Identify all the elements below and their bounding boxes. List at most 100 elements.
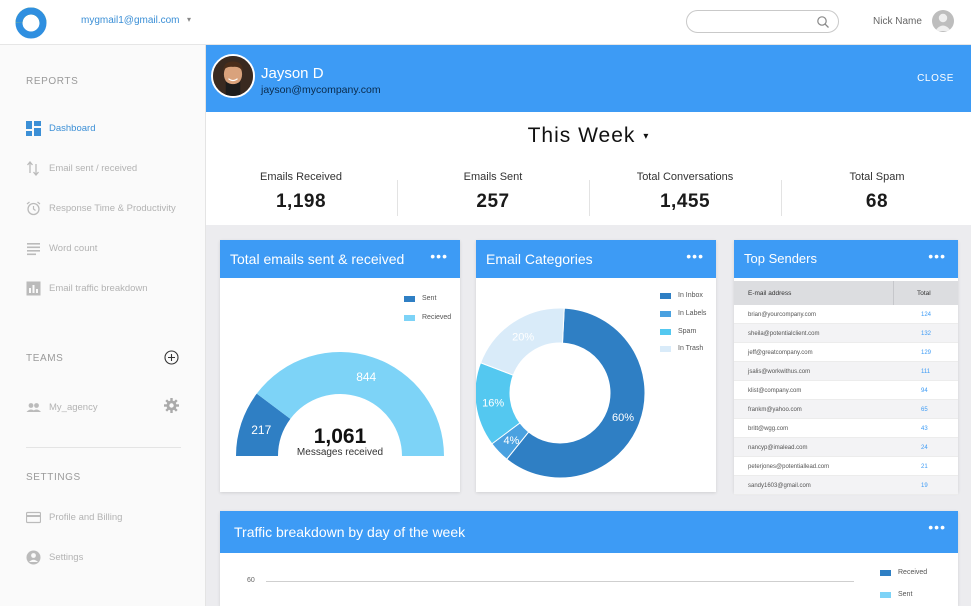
legend-swatch <box>404 314 415 321</box>
sender-email: frankm@yahoo.com <box>748 407 802 413</box>
sidebar-item-label: Email traffic breakdown <box>49 282 148 294</box>
app-logo[interactable] <box>15 7 47 39</box>
more-menu-icon[interactable]: ••• <box>686 248 704 264</box>
sidebar: REPORTS Dashboard Email sent / received … <box>0 45 206 606</box>
stat-label: Total Spam <box>849 171 905 183</box>
donut-value-label: 60% <box>612 412 634 424</box>
add-team-icon[interactable] <box>164 350 179 365</box>
column-header-email: E-mail address <box>748 290 792 297</box>
sidebar-item-email-sent-received[interactable]: Email sent / received <box>26 159 196 177</box>
legend-label: Sent <box>898 591 913 598</box>
legend-swatch <box>880 591 891 598</box>
gauge-value-label: 844 <box>356 370 376 384</box>
lines-icon <box>27 242 40 255</box>
table-row[interactable]: brian@yourcompany.com 124 <box>734 305 958 324</box>
sender-total: 19 <box>921 483 928 489</box>
sidebar-item-response-time[interactable]: Response Time & Productivity <box>26 199 196 217</box>
sidebar-item-label: Settings <box>49 551 84 563</box>
table-row[interactable]: klist@company.com 94 <box>734 381 958 400</box>
sender-email: britt@wgg.com <box>748 426 789 432</box>
table-row[interactable]: sheila@potentialclient.com 132 <box>734 324 958 343</box>
sidebar-item-team-my-agency[interactable]: My_agency <box>26 398 196 416</box>
stat-value: 1,198 <box>275 191 327 212</box>
legend-swatch <box>660 345 671 352</box>
table-row[interactable]: jsalis@workwithus.com 111 <box>734 362 958 381</box>
search-input[interactable] <box>686 10 839 33</box>
team-settings-gear-icon[interactable] <box>164 398 179 413</box>
sender-total: 111 <box>921 369 931 375</box>
top-bar: mygmail1@gmail.com ▾ Nick Name <box>0 0 971 45</box>
table-row[interactable]: jeff@greatcompany.com 129 <box>734 343 958 362</box>
gauge-segment-sent[interactable] <box>236 393 291 456</box>
sender-total: 132 <box>921 331 932 337</box>
legend-item-sent: Sent <box>880 591 912 598</box>
gauge-center-label: Messages received <box>297 447 383 458</box>
card-title: Traffic breakdown by day of the week <box>234 524 466 540</box>
gauge-value-label: 217 <box>251 423 271 437</box>
sender-total: 94 <box>921 388 928 394</box>
stat-label: Emails Sent <box>463 171 523 183</box>
stat-total-conversations: Total Conversations 1,455 <box>590 171 780 213</box>
period-selector[interactable]: This Week ▾ <box>206 124 971 148</box>
stat-label: Emails Received <box>260 171 342 183</box>
donut-value-label: 20% <box>512 331 534 343</box>
account-dropdown-icon[interactable]: ▾ <box>187 15 192 24</box>
table-row[interactable]: frankm@yahoo.com 65 <box>734 400 958 419</box>
sidebar-divider <box>26 447 181 448</box>
gridline <box>266 581 854 582</box>
table-row[interactable]: sandy1603@gmail.com 19 <box>734 476 958 495</box>
stat-divider <box>589 180 590 216</box>
sender-email: jsalis@workwithus.com <box>748 369 811 375</box>
sidebar-item-email-traffic[interactable]: Email traffic breakdown <box>26 279 196 297</box>
sidebar-item-word-count[interactable]: Word count <box>26 239 196 257</box>
user-avatar[interactable] <box>932 10 954 32</box>
close-button[interactable]: CLOSE <box>917 73 954 84</box>
donut-slice-in-inbox[interactable] <box>505 307 646 479</box>
legend-swatch <box>404 295 415 302</box>
card-emails-sent-received: Total emails sent & received ••• Sent Re… <box>220 240 460 492</box>
sender-total: 124 <box>921 312 932 318</box>
legend-swatch <box>660 328 671 335</box>
column-divider <box>893 281 894 305</box>
account-email[interactable]: mygmail1@gmail.com <box>81 15 180 26</box>
alarm-clock-icon <box>26 201 41 215</box>
period-label: This Week <box>527 124 636 147</box>
donut-chart: 60% 4% 16% 20% <box>476 307 646 479</box>
legend-label: Received <box>898 569 928 576</box>
bar-chart-icon <box>26 281 41 295</box>
sidebar-item-profile-billing[interactable]: Profile and Billing <box>26 508 196 526</box>
card-title: Top Senders <box>744 251 817 266</box>
gauge-segment-recieved[interactable] <box>256 351 444 456</box>
more-menu-icon[interactable]: ••• <box>928 248 946 264</box>
legend-label: Recieved <box>422 314 452 321</box>
card-header: Top Senders ••• <box>734 240 958 278</box>
legend-item-in-labels: In Labels <box>660 310 706 317</box>
profile-name: Jayson D <box>261 65 324 82</box>
period-dropdown-icon[interactable]: ▾ <box>643 130 650 142</box>
card-top-senders: Top Senders ••• E-mail address Total bri… <box>734 240 958 495</box>
more-menu-icon[interactable]: ••• <box>430 248 448 264</box>
search-icon[interactable] <box>816 15 830 29</box>
legend-swatch <box>880 569 891 576</box>
sidebar-item-label: Email sent / received <box>49 162 138 174</box>
table-row[interactable]: nancyp@imalead.com 24 <box>734 438 958 457</box>
sender-total: 21 <box>921 464 928 470</box>
y-tick-label: 60 <box>247 577 255 584</box>
table-row[interactable]: britt@wgg.com 43 <box>734 419 958 438</box>
donut-slice-in-trash[interactable] <box>479 307 565 376</box>
stat-label: Total Conversations <box>636 171 734 183</box>
card-header: Email Categories ••• <box>476 240 716 278</box>
more-menu-icon[interactable]: ••• <box>928 519 946 535</box>
card-header: Total emails sent & received ••• <box>220 240 460 278</box>
legend-label: In Inbox <box>678 292 703 299</box>
card-title: Email Categories <box>486 251 593 267</box>
donut-value-label: 4% <box>503 435 519 447</box>
sort-arrows-icon <box>27 160 39 176</box>
sender-email: jeff@greatcompany.com <box>748 350 813 356</box>
table-row[interactable]: peterjones@potentiallead.com 21 <box>734 457 958 476</box>
sidebar-item-dashboard[interactable]: Dashboard <box>26 119 196 137</box>
sidebar-item-label: Response Time & Productivity <box>49 202 176 214</box>
weekly-summary: This Week ▾ Emails Received 1,198 Emails … <box>206 112 971 225</box>
sidebar-item-settings[interactable]: Settings <box>26 548 196 566</box>
legend-swatch <box>660 310 671 317</box>
